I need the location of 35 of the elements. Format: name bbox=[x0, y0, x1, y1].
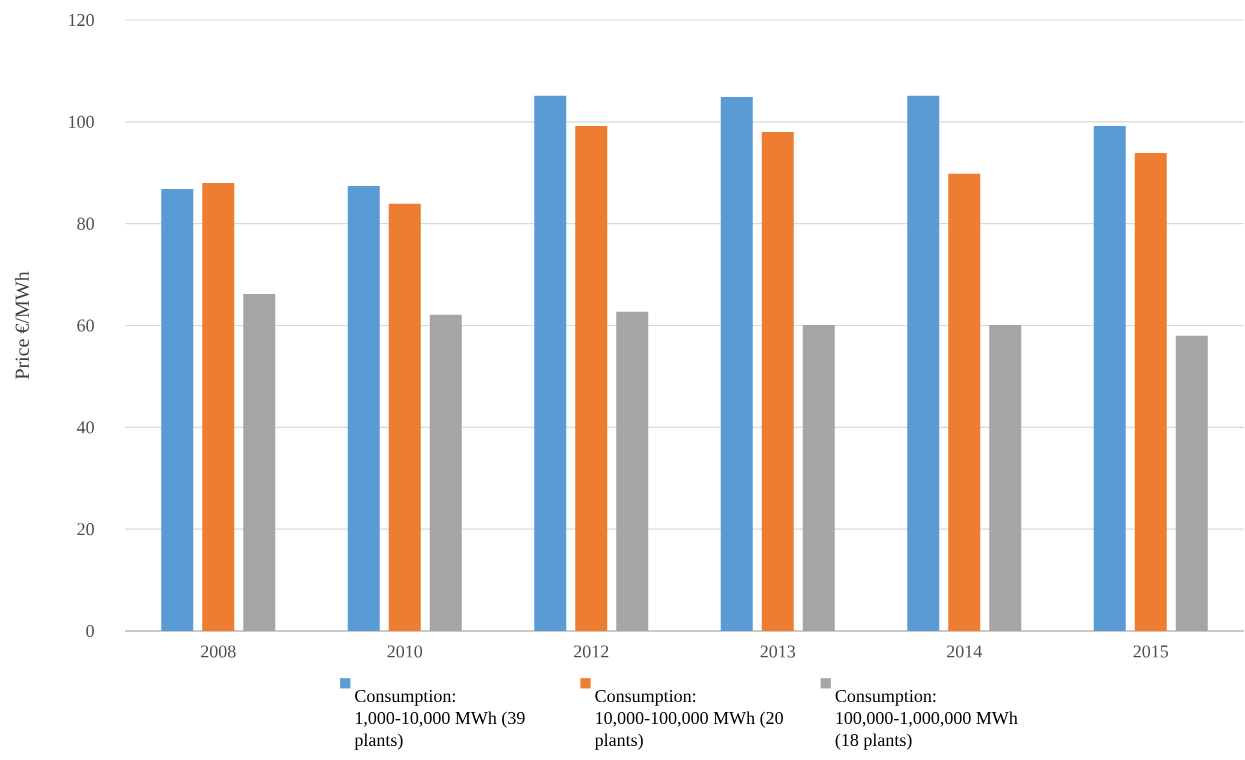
legend-label: Consumption: 100,000-1,000,000 MWh (18 plants) bbox=[835, 689, 1018, 750]
bar bbox=[347, 185, 380, 631]
bar bbox=[1093, 125, 1126, 631]
bar bbox=[761, 132, 794, 631]
y-tick-label: 40 bbox=[76, 421, 94, 434]
y-tick-label: 60 bbox=[77, 319, 94, 332]
bar bbox=[161, 189, 194, 631]
bar bbox=[907, 95, 940, 631]
x-tick-label: 2015 bbox=[1133, 645, 1169, 658]
x-tick-label: 2014 bbox=[947, 645, 982, 658]
bar bbox=[429, 314, 462, 631]
y-tick-label: 120 bbox=[69, 13, 94, 27]
bar bbox=[202, 182, 235, 631]
bar bbox=[388, 203, 421, 631]
x-tick-label: 2008 bbox=[201, 645, 236, 658]
y-tick-label: 80 bbox=[77, 217, 94, 230]
bar bbox=[575, 125, 608, 631]
legend-label: Consumption: 10,000-100,000 MWh (20 plants) bbox=[594, 689, 783, 750]
bar bbox=[616, 311, 649, 631]
x-tick-label: 2010 bbox=[387, 645, 423, 658]
bar bbox=[1134, 152, 1167, 631]
bar bbox=[1175, 335, 1208, 631]
y-tick-label: 20 bbox=[77, 523, 94, 536]
bar bbox=[948, 173, 981, 631]
bar bbox=[989, 324, 1022, 631]
y-axis-title: Price €/MWh bbox=[14, 271, 30, 380]
bar bbox=[243, 293, 276, 631]
y-tick-label: 0 bbox=[86, 624, 94, 638]
x-tick-label: 2013 bbox=[760, 645, 796, 658]
bar bbox=[534, 95, 567, 631]
legend-label: Consumption: 1,000-10,000 MWh (39 plants) bbox=[354, 689, 525, 750]
bar bbox=[720, 96, 753, 631]
bar bbox=[802, 324, 835, 631]
y-tick-label: 100 bbox=[69, 115, 94, 128]
x-tick-label: 2012 bbox=[574, 645, 609, 658]
